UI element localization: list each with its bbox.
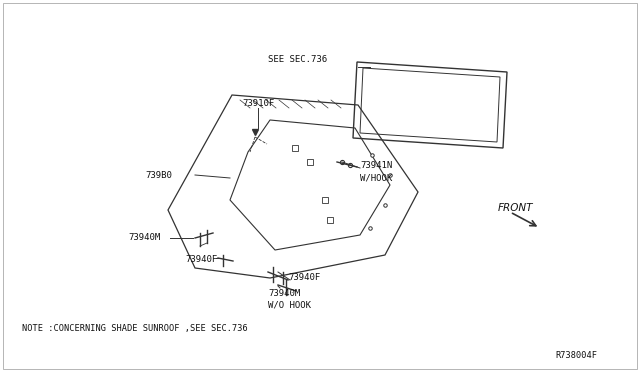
Text: 73940F: 73940F xyxy=(288,273,320,282)
Bar xyxy=(322,197,328,203)
Text: 73940F: 73940F xyxy=(185,256,217,264)
Text: 73940M: 73940M xyxy=(128,234,160,243)
Text: 73941N: 73941N xyxy=(360,160,392,170)
Text: 73910F: 73910F xyxy=(242,99,275,109)
Text: 73940M: 73940M xyxy=(268,289,300,298)
Bar xyxy=(307,159,313,165)
Text: W/HOOK: W/HOOK xyxy=(360,173,392,183)
Text: 739B0: 739B0 xyxy=(145,170,172,180)
Text: W/O HOOK: W/O HOOK xyxy=(268,301,311,310)
Text: NOTE :CONCERNING SHADE SUNROOF ,SEE SEC.736: NOTE :CONCERNING SHADE SUNROOF ,SEE SEC.… xyxy=(22,324,248,333)
Text: R738004F: R738004F xyxy=(555,350,597,359)
Bar xyxy=(292,145,298,151)
Bar xyxy=(327,217,333,223)
Text: SEE SEC.736: SEE SEC.736 xyxy=(268,55,327,64)
Text: FRONT: FRONT xyxy=(498,203,534,213)
